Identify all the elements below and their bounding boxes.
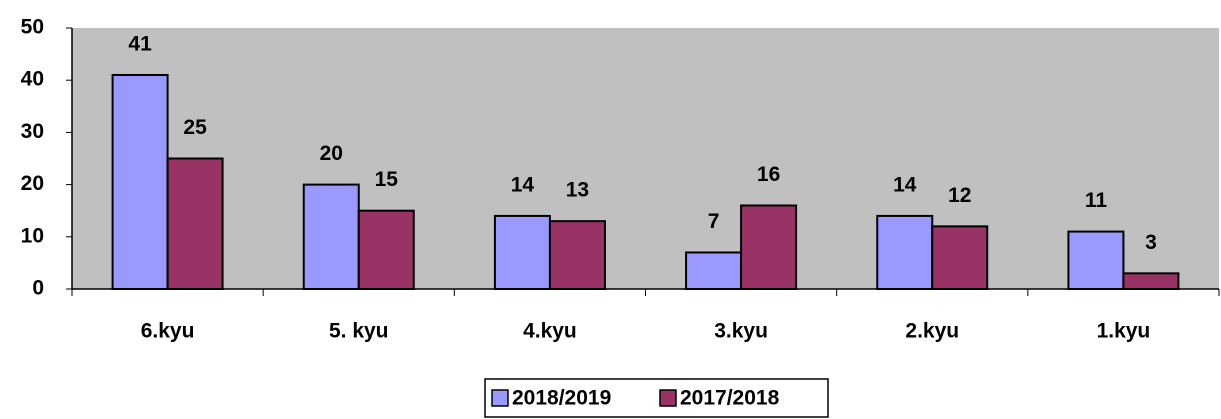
bar (111, 73, 169, 291)
bar (1122, 272, 1180, 290)
x-tick-label: 6.kyu (141, 320, 195, 343)
legend-label: 2017/2018 (680, 387, 780, 410)
legend-box (484, 378, 829, 418)
data-label: 7 (708, 210, 720, 233)
y-tick-label: 0 (32, 277, 44, 300)
data-label: 11 (1085, 189, 1108, 212)
data-label: 16 (757, 163, 780, 186)
data-label: 20 (320, 142, 343, 165)
bar (931, 225, 989, 290)
x-tick-label: 5. kyu (329, 320, 389, 343)
legend-label: 2018/2019 (512, 387, 611, 410)
data-label: 3 (1145, 231, 1157, 254)
bar (302, 183, 360, 291)
data-label: 25 (183, 116, 207, 139)
data-label: 13 (566, 179, 589, 202)
x-tick-label: 3.kyu (714, 320, 768, 343)
plot-area (72, 28, 1219, 289)
bar (1067, 230, 1125, 290)
x-tick-label: 4.kyu (523, 320, 577, 343)
y-tick-label: 30 (21, 120, 44, 143)
x-tick-label: 1.kyu (1097, 320, 1151, 343)
legend-swatch (659, 389, 677, 407)
data-label: 14 (511, 173, 535, 196)
x-tick-label: 2.kyu (905, 320, 959, 343)
bar (493, 214, 551, 290)
bar (357, 209, 415, 290)
y-tick-label: 10 (21, 224, 44, 247)
y-tick-label: 20 (21, 172, 44, 195)
y-tick-label: 40 (21, 68, 44, 91)
bar (166, 157, 224, 290)
data-label: 12 (948, 184, 971, 207)
data-label: 41 (128, 33, 152, 56)
legend-swatch (491, 389, 509, 407)
bar (685, 251, 743, 291)
bar (740, 204, 798, 290)
bar (548, 220, 606, 290)
bar (876, 214, 934, 290)
data-label: 15 (375, 168, 399, 191)
data-label: 14 (893, 173, 917, 196)
y-tick-label: 50 (21, 16, 44, 39)
